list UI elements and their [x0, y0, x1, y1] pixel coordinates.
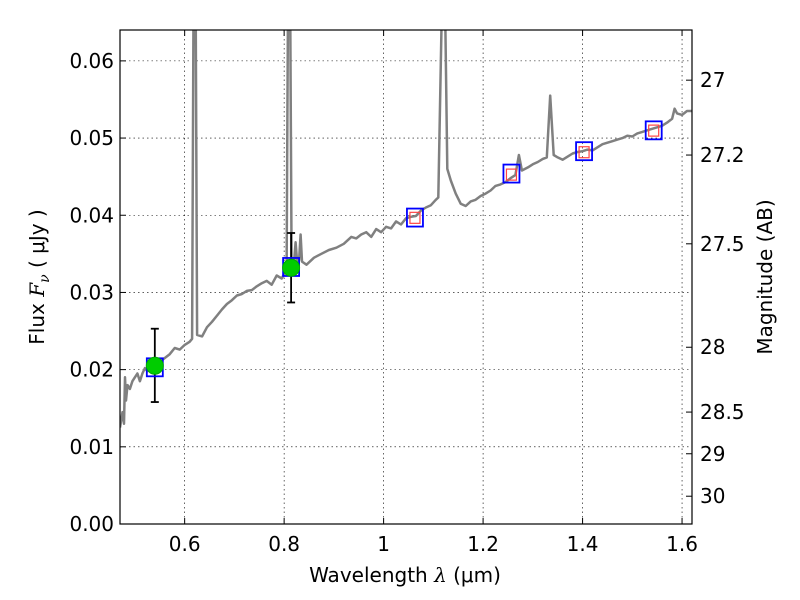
y2-tick-label: 29 — [700, 442, 725, 466]
x-tick-label: 0.6 — [169, 532, 201, 556]
observed-point — [145, 356, 164, 375]
y2-tick-label: 27 — [700, 68, 725, 92]
y-tick-label: 0.04 — [69, 203, 114, 227]
y2-tick-label: 28 — [700, 335, 725, 359]
y2-tick-label: 27.5 — [700, 232, 745, 256]
synthetic-flux-marker — [648, 124, 660, 137]
x-tick-label: 1 — [377, 532, 390, 556]
synthetic-flux-marker — [409, 211, 421, 224]
plot-frame — [119, 29, 693, 525]
x-axis-label: Wavelength λ (μm) — [309, 563, 501, 587]
y-axis-label: Flux Fν ( μJy ) — [25, 209, 53, 344]
spectrum-series — [120, 30, 692, 428]
grid-lines — [120, 30, 692, 525]
x-tick-label: 1.2 — [467, 532, 499, 556]
spectrum-line — [120, 30, 692, 428]
y2-axis-label: Magnitude (AB) — [753, 199, 777, 354]
x-tick-label: 1.6 — [666, 532, 698, 556]
y2-tick-label: 30 — [700, 484, 725, 508]
observed-point — [282, 258, 301, 277]
y-tick-label: 0.00 — [69, 512, 114, 536]
model-box-marker — [502, 163, 521, 184]
y-tick-label: 0.05 — [69, 126, 114, 150]
synthetic-flux-marker — [578, 146, 590, 159]
y-tick-label: 0.01 — [69, 435, 114, 459]
model-box-marker — [644, 120, 663, 141]
x-tick-label: 1.4 — [567, 532, 599, 556]
y-tick-label: 0.03 — [69, 280, 114, 304]
x-tick-label: 0.8 — [268, 532, 300, 556]
photometry-markers — [145, 120, 663, 403]
model-box-marker — [406, 207, 424, 228]
axis-ticks: 0.6 0.8 1 1.2 1.4 1.6 0.00 0.01 0.02 0.03 0.04 0.05… — [69, 30, 745, 556]
model-box-marker — [575, 141, 593, 162]
y-tick-label: 0.02 — [69, 358, 114, 382]
y-tick-label: 0.06 — [69, 49, 114, 73]
y2-tick-label: 28.5 — [700, 400, 745, 424]
synthetic-flux-marker — [505, 168, 518, 181]
y2-tick-label: 27.2 — [700, 143, 745, 167]
